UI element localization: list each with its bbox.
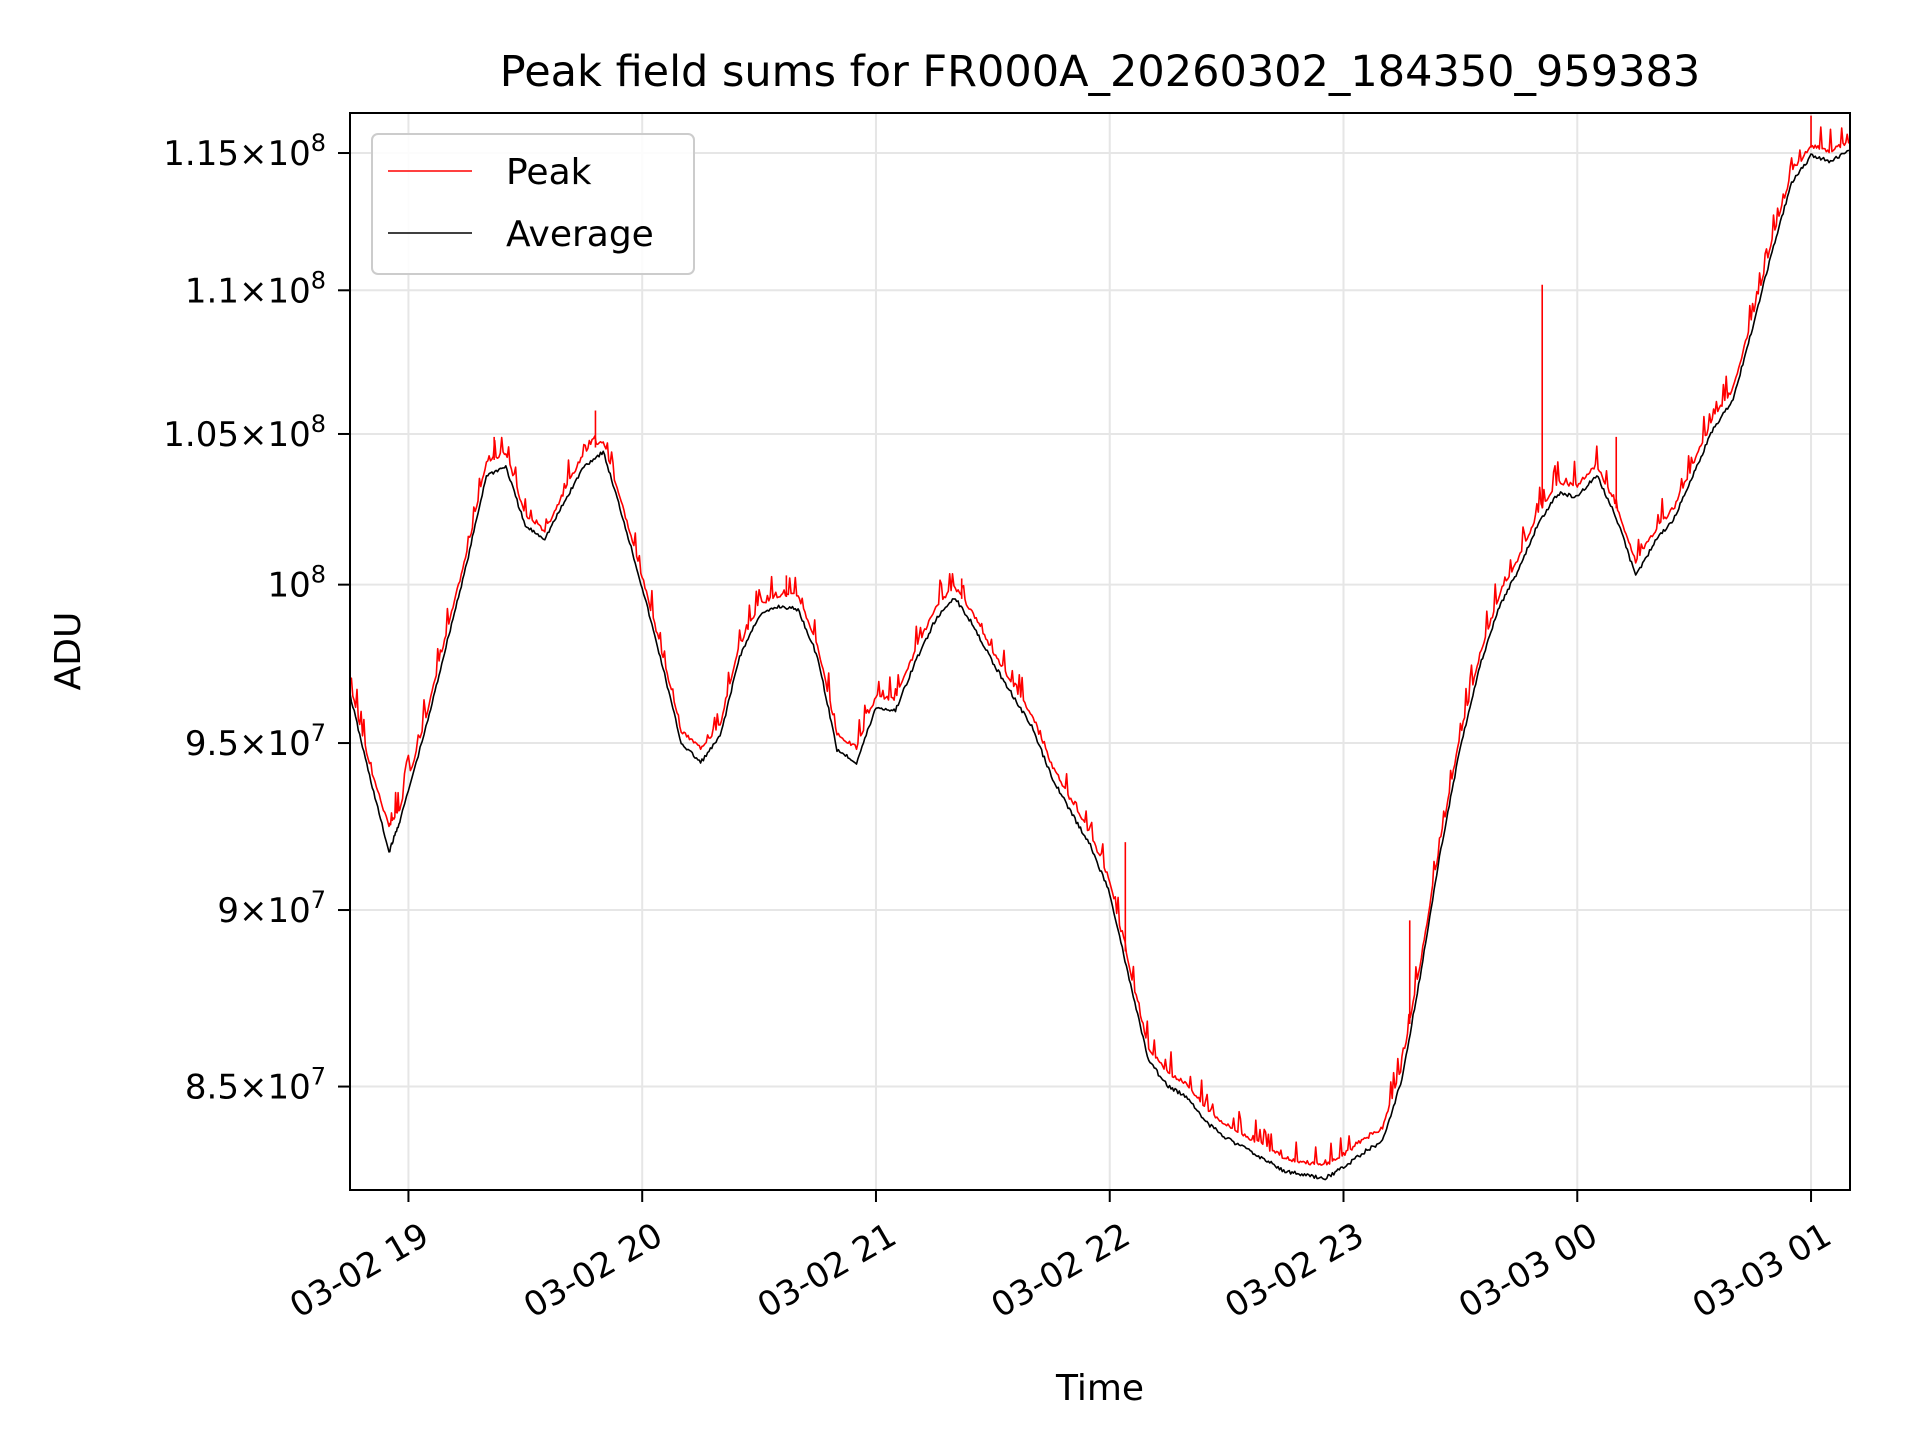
y-tick-base: 10 xyxy=(267,566,310,606)
y-tick-label: 9×107 xyxy=(217,886,326,931)
y-tick-mantissa: 1.05 xyxy=(163,415,239,455)
y-tick-times: × xyxy=(239,1068,268,1108)
y-axis: 8.5×1079×1079.5×1071081.05×1081.1×1081.1… xyxy=(163,129,350,1108)
y-tick-base: 10 xyxy=(267,724,310,764)
y-axis-label: ADU xyxy=(48,612,89,691)
y-tick-label: 1.05×108 xyxy=(163,410,326,455)
y-tick-label: 8.5×107 xyxy=(185,1063,326,1108)
y-tick-label: 9.5×107 xyxy=(185,719,326,764)
y-tick-times: × xyxy=(239,724,268,764)
legend-box xyxy=(371,133,695,275)
y-tick-times: × xyxy=(239,415,268,455)
y-tick-exponent: 7 xyxy=(311,1063,326,1091)
y-tick-exponent: 8 xyxy=(311,561,326,589)
y-tick-base: 10 xyxy=(267,271,310,311)
x-axis-label: Time xyxy=(1055,1368,1144,1409)
y-tick-mantissa: 9.5 xyxy=(185,724,239,764)
series-layer xyxy=(349,115,1851,1181)
grid xyxy=(350,113,1850,1190)
y-tick-mantissa: 1.15 xyxy=(163,134,239,174)
y-tick-exponent: 8 xyxy=(311,129,326,157)
chart-title: Peak field sums for FR000A_20260302_1843… xyxy=(500,47,1700,97)
y-tick-mantissa: 9 xyxy=(217,891,239,931)
y-tick-exponent: 8 xyxy=(311,266,326,294)
y-tick-base: 10 xyxy=(267,415,310,455)
legend-label-average: Average xyxy=(506,214,654,255)
series-line-peak xyxy=(349,126,1851,1166)
series-line-average xyxy=(349,149,1851,1181)
y-tick-label: 108 xyxy=(267,561,326,606)
plot-frame xyxy=(349,112,1851,1191)
legend: Peak Average xyxy=(371,133,695,275)
y-tick-exponent: 7 xyxy=(311,886,326,914)
y-tick-times: × xyxy=(239,271,268,311)
y-tick-exponent: 8 xyxy=(311,410,326,438)
legend-label-peak: Peak xyxy=(506,152,592,193)
y-tick-label: 1.15×108 xyxy=(163,129,326,174)
y-tick-label: 1.1×108 xyxy=(185,266,326,311)
y-tick-base: 10 xyxy=(267,134,310,174)
y-tick-base: 10 xyxy=(267,891,310,931)
y-tick-times: × xyxy=(239,891,268,931)
y-tick-base: 10 xyxy=(267,1068,310,1108)
y-tick-exponent: 7 xyxy=(311,719,326,747)
y-tick-mantissa: 8.5 xyxy=(185,1068,239,1108)
y-tick-times: × xyxy=(239,134,268,174)
y-tick-mantissa: 1.1 xyxy=(185,271,239,311)
